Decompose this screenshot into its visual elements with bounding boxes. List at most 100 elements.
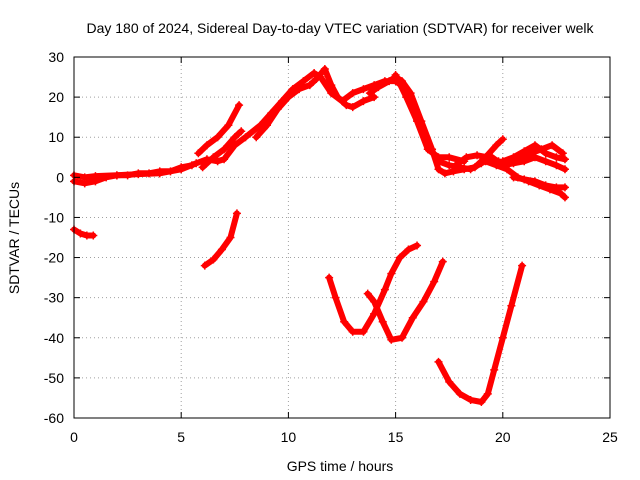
data-point-marker bbox=[398, 333, 407, 342]
data-point-marker bbox=[333, 93, 342, 102]
data-point-marker bbox=[226, 233, 235, 242]
data-point-marker bbox=[320, 65, 329, 74]
data-point-marker bbox=[112, 171, 121, 180]
data-point-marker bbox=[359, 327, 368, 336]
data-point-marker bbox=[213, 157, 222, 166]
data-point-marker bbox=[541, 157, 550, 166]
data-point-marker bbox=[235, 101, 244, 110]
data-point-marker bbox=[102, 173, 111, 182]
series-track-j bbox=[498, 141, 569, 166]
data-point-marker bbox=[385, 77, 394, 86]
data-point-marker bbox=[262, 121, 271, 130]
series-track-h bbox=[451, 141, 567, 170]
data-point-marker bbox=[466, 395, 475, 404]
data-point-marker bbox=[387, 269, 396, 278]
y-tick-labels: -60 -50 -40 -30 -20 -10 0 10 20 30 bbox=[44, 49, 64, 426]
y-tick-label: -40 bbox=[44, 330, 64, 346]
data-point-marker bbox=[123, 171, 132, 180]
data-point-marker bbox=[518, 261, 527, 270]
axis-ticks bbox=[73, 56, 611, 419]
data-point-marker bbox=[507, 301, 516, 310]
x-tick-label: 15 bbox=[388, 429, 404, 445]
data-point-marker bbox=[492, 161, 501, 170]
x-axis-title: GPS time / hours bbox=[287, 458, 394, 474]
data-point-marker bbox=[348, 89, 357, 98]
y-tick-label: 10 bbox=[48, 129, 64, 145]
data-point-marker bbox=[560, 165, 569, 174]
data-point-marker bbox=[299, 77, 308, 86]
data-point-marker bbox=[520, 175, 529, 184]
series-track-n bbox=[325, 241, 422, 336]
y-tick-label: -30 bbox=[44, 290, 64, 306]
series-track-o bbox=[363, 257, 447, 344]
data-point-marker bbox=[340, 317, 349, 326]
plot-frame bbox=[73, 56, 611, 419]
x-tick-label: 5 bbox=[177, 429, 185, 445]
data-point-marker bbox=[483, 389, 492, 398]
data-point-marker bbox=[481, 157, 490, 166]
data-point-marker bbox=[252, 133, 261, 142]
data-point-marker bbox=[498, 135, 507, 144]
x-tick-label: 10 bbox=[281, 429, 297, 445]
series-track-m bbox=[200, 209, 241, 270]
data-point-marker bbox=[325, 273, 334, 282]
data-point-marker bbox=[434, 153, 443, 162]
data-point-marker bbox=[365, 89, 374, 98]
data-point-marker bbox=[202, 141, 211, 150]
data-point-marker bbox=[187, 161, 196, 170]
y-tick-label: -60 bbox=[44, 410, 64, 426]
y-tick-label: 20 bbox=[48, 89, 64, 105]
x-tick-label: 0 bbox=[70, 429, 78, 445]
data-point-marker bbox=[434, 357, 443, 366]
data-point-marker bbox=[220, 155, 229, 164]
data-point-marker bbox=[440, 169, 449, 178]
y-tick-label: -10 bbox=[44, 209, 64, 225]
y-tick-label: 0 bbox=[56, 169, 64, 185]
data-point-marker bbox=[166, 167, 175, 176]
series-track-e bbox=[252, 65, 379, 142]
data-point-marker bbox=[209, 255, 218, 264]
series-band bbox=[71, 226, 97, 239]
data-point-marker bbox=[552, 161, 561, 170]
series-track-b bbox=[70, 161, 196, 188]
data-point-marker bbox=[406, 89, 415, 98]
data-point-marker bbox=[331, 293, 340, 302]
data-point-marker bbox=[363, 289, 372, 298]
data-point-marker bbox=[387, 335, 396, 344]
data-point-marker bbox=[374, 83, 383, 92]
data-point-marker bbox=[230, 133, 239, 142]
data-point-marker bbox=[530, 141, 539, 150]
data-point-marker bbox=[359, 97, 368, 106]
data-point-marker bbox=[408, 313, 417, 322]
data-point-marker bbox=[310, 69, 319, 78]
data-point-marker bbox=[462, 153, 471, 162]
series-track-g bbox=[391, 71, 469, 166]
data-point-marker bbox=[560, 155, 569, 164]
data-point-marker bbox=[455, 389, 464, 398]
data-point-marker bbox=[370, 93, 379, 102]
data-point-marker bbox=[348, 103, 357, 112]
data-point-marker bbox=[134, 169, 143, 178]
data-point-marker bbox=[492, 141, 501, 150]
y-tick-label: -20 bbox=[44, 250, 64, 266]
data-point-marker bbox=[217, 245, 226, 254]
data-point-marker bbox=[509, 153, 518, 162]
data-point-marker bbox=[198, 163, 207, 172]
data-point-marker bbox=[552, 183, 561, 192]
data-point-marker bbox=[220, 145, 229, 154]
data-point-marker bbox=[552, 153, 561, 162]
series-band bbox=[435, 262, 526, 405]
data-point-marker bbox=[520, 147, 529, 156]
data-point-marker bbox=[404, 245, 413, 254]
series-track-c bbox=[194, 101, 244, 158]
y-axis-title: SDTVAR / TECUs bbox=[6, 182, 22, 294]
data-point-marker bbox=[548, 141, 557, 150]
data-point-marker bbox=[177, 163, 186, 172]
data-point-marker bbox=[80, 179, 89, 188]
data-point-marker bbox=[473, 151, 482, 160]
data-point-marker bbox=[560, 183, 569, 192]
data-point-marker bbox=[230, 141, 239, 150]
series-band bbox=[326, 242, 420, 335]
data-point-marker bbox=[470, 163, 479, 172]
